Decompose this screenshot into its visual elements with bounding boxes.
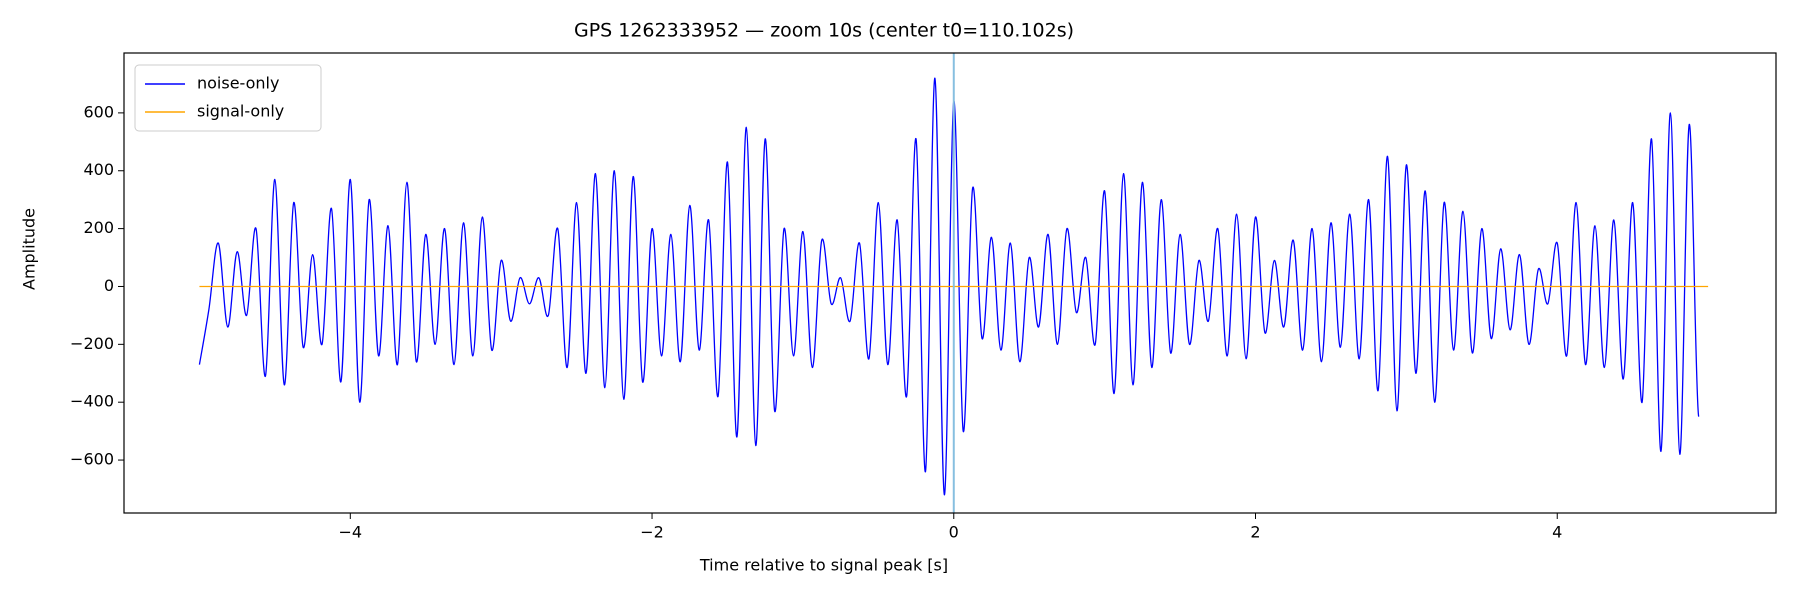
y-tick-label: −600 (70, 450, 114, 469)
y-tick-label: 200 (83, 218, 114, 237)
y-axis-label: Amplitude (20, 208, 39, 290)
series-line (198, 77, 1700, 496)
y-tick-label: −200 (70, 334, 114, 353)
y-tick-label: 600 (83, 102, 114, 121)
y-tick-label: 0 (104, 276, 114, 295)
x-axis-label: Time relative to signal peak [s] (699, 556, 948, 575)
y-tick-label: 400 (83, 160, 114, 179)
y-tick-label: −400 (70, 392, 114, 411)
x-tick-label: −2 (640, 523, 664, 542)
x-tick-label: −4 (339, 523, 363, 542)
x-tick-label: 0 (949, 523, 959, 542)
legend-label: signal-only (197, 102, 284, 121)
x-tick-label: 4 (1552, 523, 1562, 542)
legend-label: noise-only (197, 74, 279, 93)
chart-title: GPS 1262333952 — zoom 10s (center t0=110… (574, 20, 1074, 42)
plot-frame (123, 52, 1777, 514)
x-tick-label: 2 (1250, 523, 1260, 542)
legend-box (134, 64, 322, 132)
